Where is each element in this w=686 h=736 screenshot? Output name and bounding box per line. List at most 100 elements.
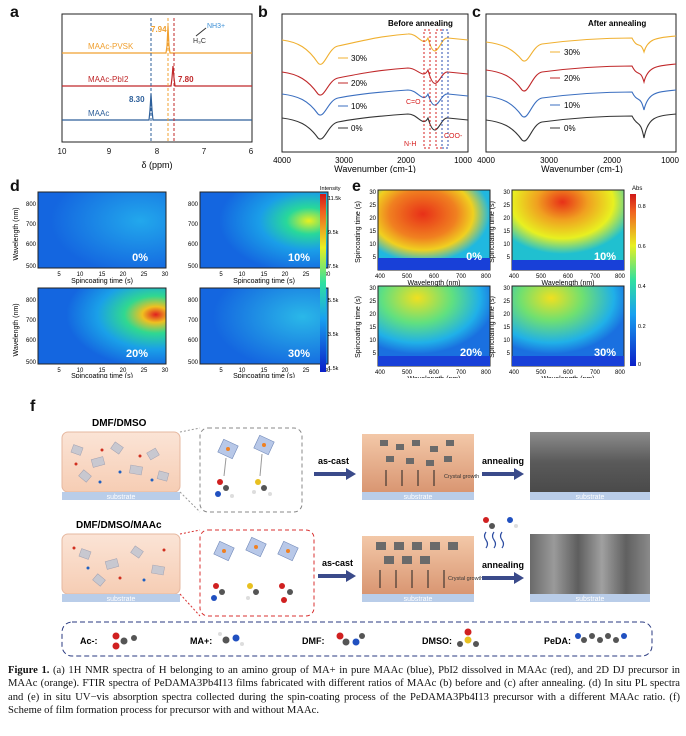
svg-text:1000: 1000 xyxy=(661,156,679,165)
svg-text:1000: 1000 xyxy=(454,156,472,165)
svg-text:Crystal growth: Crystal growth xyxy=(444,474,479,480)
svg-text:0%: 0% xyxy=(564,124,576,133)
svg-text:15: 15 xyxy=(261,272,268,278)
svg-text:10: 10 xyxy=(77,272,84,278)
svg-text:0.4: 0.4 xyxy=(638,284,646,290)
svg-text:500: 500 xyxy=(188,264,199,270)
panel-e-label: e xyxy=(352,178,361,195)
svg-text:Spincoating time (s): Spincoating time (s) xyxy=(355,296,362,358)
svg-text:4000: 4000 xyxy=(477,156,495,165)
svg-text:30: 30 xyxy=(503,286,510,292)
svg-text:30: 30 xyxy=(369,286,376,292)
svg-text:Spincoating time (s): Spincoating time (s) xyxy=(71,278,133,285)
svg-text:0%: 0% xyxy=(351,124,363,133)
annealing-label-1: annealing xyxy=(482,456,524,466)
svg-text:600: 600 xyxy=(563,370,574,376)
svg-text:2000: 2000 xyxy=(603,156,621,165)
caption-lead: Figure 1. xyxy=(8,665,50,676)
figure-caption: Figure 1. (a) 1H NMR spectra of H belong… xyxy=(8,664,680,718)
svg-text:600: 600 xyxy=(26,338,37,344)
svg-text:500: 500 xyxy=(402,370,413,376)
svg-text:8: 8 xyxy=(155,147,160,156)
svg-text:MA+:: MA+: xyxy=(190,636,212,646)
peak-label-830: 8.30 xyxy=(129,95,145,104)
row2-title: DMF/DMSO/MAAc xyxy=(76,520,162,531)
svg-text:600: 600 xyxy=(188,242,199,248)
panel-d-colorbar: Intensity 11.5k 9.5k 7.5k 5.5k 3.5k 1.5k xyxy=(320,186,341,372)
svg-text:20%: 20% xyxy=(126,348,148,360)
svg-text:10: 10 xyxy=(239,368,246,374)
svg-text:600: 600 xyxy=(429,370,440,376)
svg-text:Wavelength (nm): Wavelength (nm) xyxy=(407,280,460,287)
svg-text:400: 400 xyxy=(375,274,386,280)
panel-c-title: After annealing xyxy=(588,19,646,28)
svg-text:10: 10 xyxy=(369,338,376,344)
svg-text:700: 700 xyxy=(26,318,37,324)
svg-text:15: 15 xyxy=(503,325,510,331)
svg-text:5: 5 xyxy=(57,368,61,374)
svg-text:25: 25 xyxy=(503,203,510,209)
structure-label: NH3+ xyxy=(207,23,225,30)
svg-text:5: 5 xyxy=(219,272,223,278)
svg-text:COO-: COO- xyxy=(444,133,463,140)
trace-label-maac-pbi2: MAAc-PbI2 xyxy=(88,75,129,84)
svg-text:10: 10 xyxy=(503,242,510,248)
svg-text:30%: 30% xyxy=(351,54,367,63)
svg-text:11.5k: 11.5k xyxy=(328,196,341,202)
svg-text:0.2: 0.2 xyxy=(638,324,646,330)
svg-text:Spincoating time (s): Spincoating time (s) xyxy=(71,373,133,378)
svg-text:Spincoating time (s): Spincoating time (s) xyxy=(489,201,496,263)
svg-text:0%: 0% xyxy=(466,251,482,263)
svg-text:Spincoating time (s): Spincoating time (s) xyxy=(233,373,295,378)
svg-text:500: 500 xyxy=(536,370,547,376)
svg-text:800: 800 xyxy=(481,274,492,280)
svg-text:4000: 4000 xyxy=(273,156,291,165)
svg-text:20%: 20% xyxy=(351,79,367,88)
svg-text:25: 25 xyxy=(303,368,310,374)
ftir-b-30 xyxy=(281,33,469,65)
svg-text:Abs: Abs xyxy=(632,186,642,192)
svg-text:20: 20 xyxy=(282,368,289,374)
svg-text:10: 10 xyxy=(503,338,510,344)
panel-c-label: c xyxy=(472,4,481,21)
panel-b-label: b xyxy=(258,4,268,21)
svg-text:0%: 0% xyxy=(132,252,148,264)
svg-text:5: 5 xyxy=(507,255,511,261)
svg-text:substrate: substrate xyxy=(404,596,433,603)
svg-text:5.5k: 5.5k xyxy=(328,298,339,304)
svg-text:30: 30 xyxy=(369,190,376,196)
panel-a-nmr: MAAc-PVSK MAAc-PbI2 MAAc 7.94 7.80 8.30 … xyxy=(58,13,254,170)
svg-text:3000: 3000 xyxy=(335,156,353,165)
nmr-trace-maac-pbi2 xyxy=(62,65,252,87)
svg-text:substrate: substrate xyxy=(107,596,136,603)
svg-text:N-H: N-H xyxy=(404,141,416,148)
svg-text:500: 500 xyxy=(26,264,37,270)
svg-text:15: 15 xyxy=(99,272,106,278)
svg-text:10: 10 xyxy=(58,147,67,156)
svg-text:25: 25 xyxy=(141,272,148,278)
svg-text:500: 500 xyxy=(536,274,547,280)
as-cast-label-1: as-cast xyxy=(318,456,349,466)
svg-text:30: 30 xyxy=(503,190,510,196)
svg-text:10: 10 xyxy=(239,272,246,278)
svg-text:substrate: substrate xyxy=(576,494,605,501)
svg-text:Spincoating time (s): Spincoating time (s) xyxy=(233,278,295,285)
svg-text:20: 20 xyxy=(369,312,376,318)
svg-text:700: 700 xyxy=(590,370,601,376)
svg-text:5: 5 xyxy=(57,272,61,278)
svg-text:500: 500 xyxy=(188,360,199,366)
svg-text:25: 25 xyxy=(369,299,376,305)
svg-text:Wavelength (nm): Wavelength (nm) xyxy=(407,376,460,378)
svg-text:30%: 30% xyxy=(288,348,310,360)
svg-text:Wavelength (nm): Wavelength (nm) xyxy=(541,376,594,378)
svg-text:25: 25 xyxy=(141,368,148,374)
svg-text:Wavelength (nm): Wavelength (nm) xyxy=(13,303,20,356)
svg-text:800: 800 xyxy=(481,370,492,376)
panel-c-ftir: After annealing 30% 20% 10% 0% 4000 3000… xyxy=(477,13,679,173)
as-cast-label-2: as-cast xyxy=(322,558,353,568)
svg-text:DMF:: DMF: xyxy=(302,636,325,646)
svg-text:Wavelength (nm): Wavelength (nm) xyxy=(541,280,594,287)
svg-text:7: 7 xyxy=(202,147,207,156)
svg-text:substrate: substrate xyxy=(404,494,433,501)
svg-text:800: 800 xyxy=(26,298,37,304)
